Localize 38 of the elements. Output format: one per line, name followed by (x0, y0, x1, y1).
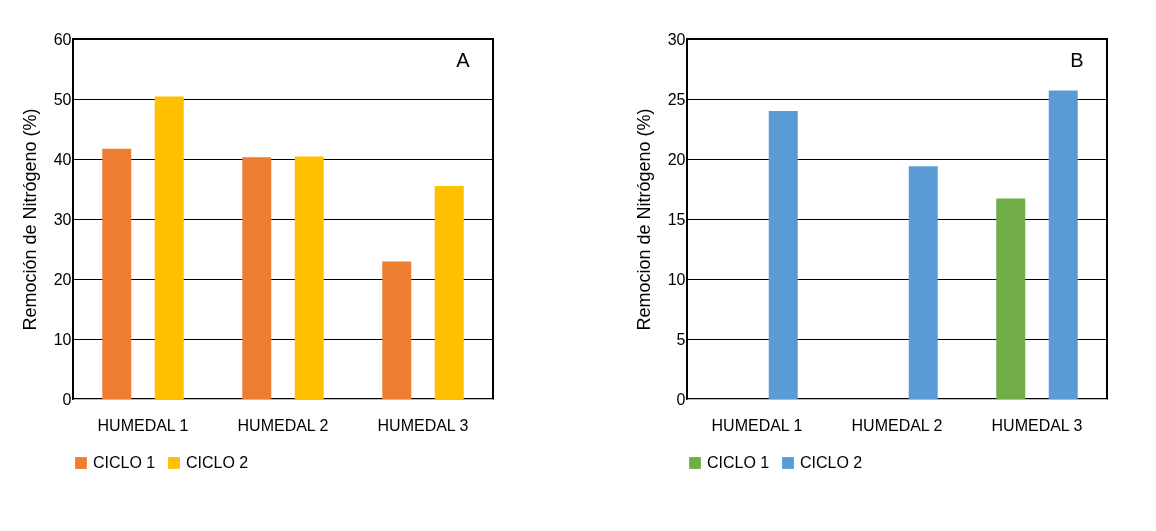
y-tick-label: 60 (53, 30, 72, 48)
x-tick-label: HUMEDAL 3 (991, 416, 1083, 434)
bar (242, 157, 272, 399)
y-tick-label: 50 (53, 90, 72, 108)
bar (908, 166, 938, 399)
x-tick-label: HUMEDAL 2 (851, 416, 943, 434)
bar (768, 111, 798, 399)
y-axis-title: Remocion de Nitrógeno (%) (633, 108, 654, 331)
bar (154, 96, 184, 399)
y-axis-title: Remoción de Nitrógeno (%) (19, 108, 40, 331)
x-tick-label: HUMEDAL 1 (711, 416, 803, 434)
legend-label: CICLO 1 (707, 454, 770, 471)
y-tick-label: 40 (53, 150, 72, 168)
bar (382, 261, 412, 399)
y-tick-label: 20 (53, 270, 72, 288)
y-tick-label: 10 (667, 270, 686, 288)
y-tick-label: 0 (676, 390, 686, 408)
x-tick-label: HUMEDAL 3 (377, 416, 469, 434)
x-tick-label: HUMEDAL 1 (97, 416, 189, 434)
legend-label: CICLO 2 (800, 454, 863, 471)
y-tick-label: 15 (667, 210, 686, 228)
bar (102, 148, 132, 399)
legend-label: CICLO 1 (93, 454, 156, 471)
y-tick-label: 0 (62, 390, 72, 408)
bar (1048, 90, 1078, 399)
bar (294, 156, 324, 399)
bar (996, 198, 1026, 399)
legend-label: CICLO 2 (186, 454, 249, 471)
y-tick-label: 30 (53, 210, 72, 228)
y-tick-label: 30 (667, 30, 686, 48)
x-tick-label: HUMEDAL 2 (237, 416, 329, 434)
y-tick-label: 25 (667, 90, 686, 108)
annotation: A (456, 49, 471, 71)
y-tick-label: 20 (667, 150, 686, 168)
y-tick-label: 10 (53, 330, 72, 348)
y-tick-label: 5 (676, 330, 686, 348)
bar (434, 186, 464, 399)
annotation: B (1070, 49, 1084, 71)
